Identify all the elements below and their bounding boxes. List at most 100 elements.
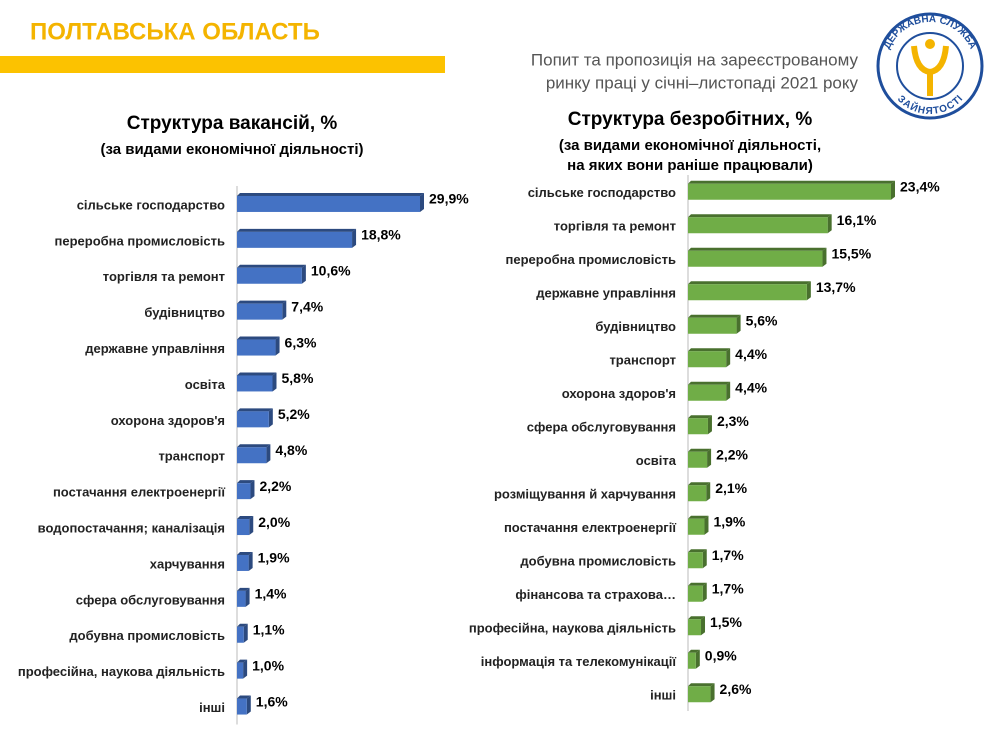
value-label: 1,4% <box>255 586 287 602</box>
bar <box>237 483 251 500</box>
bar-top <box>237 372 277 376</box>
bar-top <box>688 616 706 620</box>
bar <box>237 519 250 536</box>
category-label: інформація та телекомунікації <box>481 654 677 669</box>
chart-subtitle: (за видами економічної діяльності, <box>559 137 821 154</box>
bar-top <box>237 516 254 520</box>
bar-side <box>702 582 707 602</box>
bar-side <box>702 549 707 569</box>
bar-top <box>237 480 255 484</box>
logo-inner <box>896 32 964 100</box>
bar <box>237 195 420 212</box>
value-label: 1,6% <box>256 693 288 709</box>
bar <box>688 619 702 636</box>
category-label: переробна промисловість <box>506 252 676 267</box>
value-label: 4,4% <box>735 346 767 362</box>
bar-top <box>688 549 707 553</box>
bar-side <box>243 623 248 643</box>
category-label: фінансова та страхова… <box>515 587 676 602</box>
category-label: переробна промисловість <box>55 233 225 248</box>
value-label: 1,9% <box>713 513 745 529</box>
header-subtitle: Попит та пропозиція на зареєстрованому <box>531 50 859 69</box>
value-label: 15,5% <box>831 245 871 261</box>
category-label: сільське господарство <box>77 197 225 212</box>
value-label: 2,3% <box>717 413 749 429</box>
bar-side <box>268 408 273 428</box>
bar-top <box>688 314 741 318</box>
bar <box>237 267 302 284</box>
bar <box>237 554 249 571</box>
chart-title: Структура безробітних, % <box>568 109 813 130</box>
value-label: 23,4% <box>900 178 940 194</box>
category-label: сільське господарство <box>528 185 676 200</box>
chart-title: Структура вакансій, % <box>127 113 338 134</box>
bar-top <box>688 649 700 653</box>
bar-side <box>701 616 706 636</box>
bar-side <box>707 415 712 435</box>
bar-top <box>237 228 357 232</box>
bar-top <box>688 448 712 452</box>
bar <box>237 303 283 320</box>
bar-top <box>688 683 715 687</box>
bar <box>688 585 703 602</box>
value-label: 5,8% <box>281 370 313 386</box>
value-label: 4,8% <box>275 442 307 458</box>
bar <box>688 384 727 401</box>
value-label: 1,5% <box>710 614 742 630</box>
category-label: будівництво <box>595 319 676 334</box>
header-subtitle: ринку праці у січні–листопаді 2021 року <box>546 73 859 92</box>
bar <box>237 447 267 464</box>
value-label: 1,7% <box>712 580 744 596</box>
bar <box>688 317 737 334</box>
category-label: будівництво <box>144 305 225 320</box>
bar <box>237 411 269 428</box>
category-label: добувна промисловість <box>520 554 676 569</box>
category-label: транспорт <box>609 353 676 368</box>
bar-side <box>272 372 277 392</box>
category-label: освіта <box>636 453 677 468</box>
category-label: транспорт <box>158 449 225 464</box>
value-label: 6,3% <box>285 334 317 350</box>
bar-side <box>245 587 250 607</box>
bar <box>237 662 244 679</box>
category-label: інші <box>650 688 676 703</box>
value-label: 0,9% <box>705 647 737 663</box>
bar <box>688 183 891 200</box>
logo-symbol <box>911 45 949 96</box>
bar-top <box>688 180 895 184</box>
bar-side <box>266 444 271 464</box>
category-label: постачання електроенергії <box>504 520 676 535</box>
value-label: 5,6% <box>746 312 778 328</box>
bar-side <box>420 192 424 212</box>
bar-side <box>706 482 711 502</box>
bar <box>237 231 353 248</box>
category-label: державне управління <box>536 286 676 301</box>
value-label: 1,0% <box>252 657 284 673</box>
chart-subtitle: на яких вони раніше працювали) <box>567 157 813 174</box>
bar-top <box>688 381 731 385</box>
category-label: торгівля та ремонт <box>103 269 225 284</box>
chart-subtitle: (за видами економічної діяльності) <box>100 141 363 158</box>
bar <box>237 339 276 356</box>
category-label: сфера обслуговування <box>76 592 225 607</box>
bar <box>237 590 246 607</box>
bar-side <box>695 649 700 669</box>
bar <box>688 552 703 569</box>
category-label: професійна, наукова діяльність <box>469 621 676 636</box>
bar <box>237 375 273 392</box>
bar-top <box>688 482 711 486</box>
bar-side <box>704 515 709 535</box>
bar-top <box>237 444 271 448</box>
category-label: охорона здоров'я <box>562 386 676 401</box>
bar-side <box>249 516 254 536</box>
category-label: інші <box>199 700 225 715</box>
value-label: 2,0% <box>258 514 290 530</box>
value-label: 16,1% <box>837 212 877 228</box>
bar <box>688 351 727 368</box>
category-label: розміщування й харчування <box>494 487 676 502</box>
bar-top <box>237 659 248 663</box>
bar-side <box>243 659 248 679</box>
bar-top <box>688 281 811 285</box>
bar-top <box>237 551 253 555</box>
